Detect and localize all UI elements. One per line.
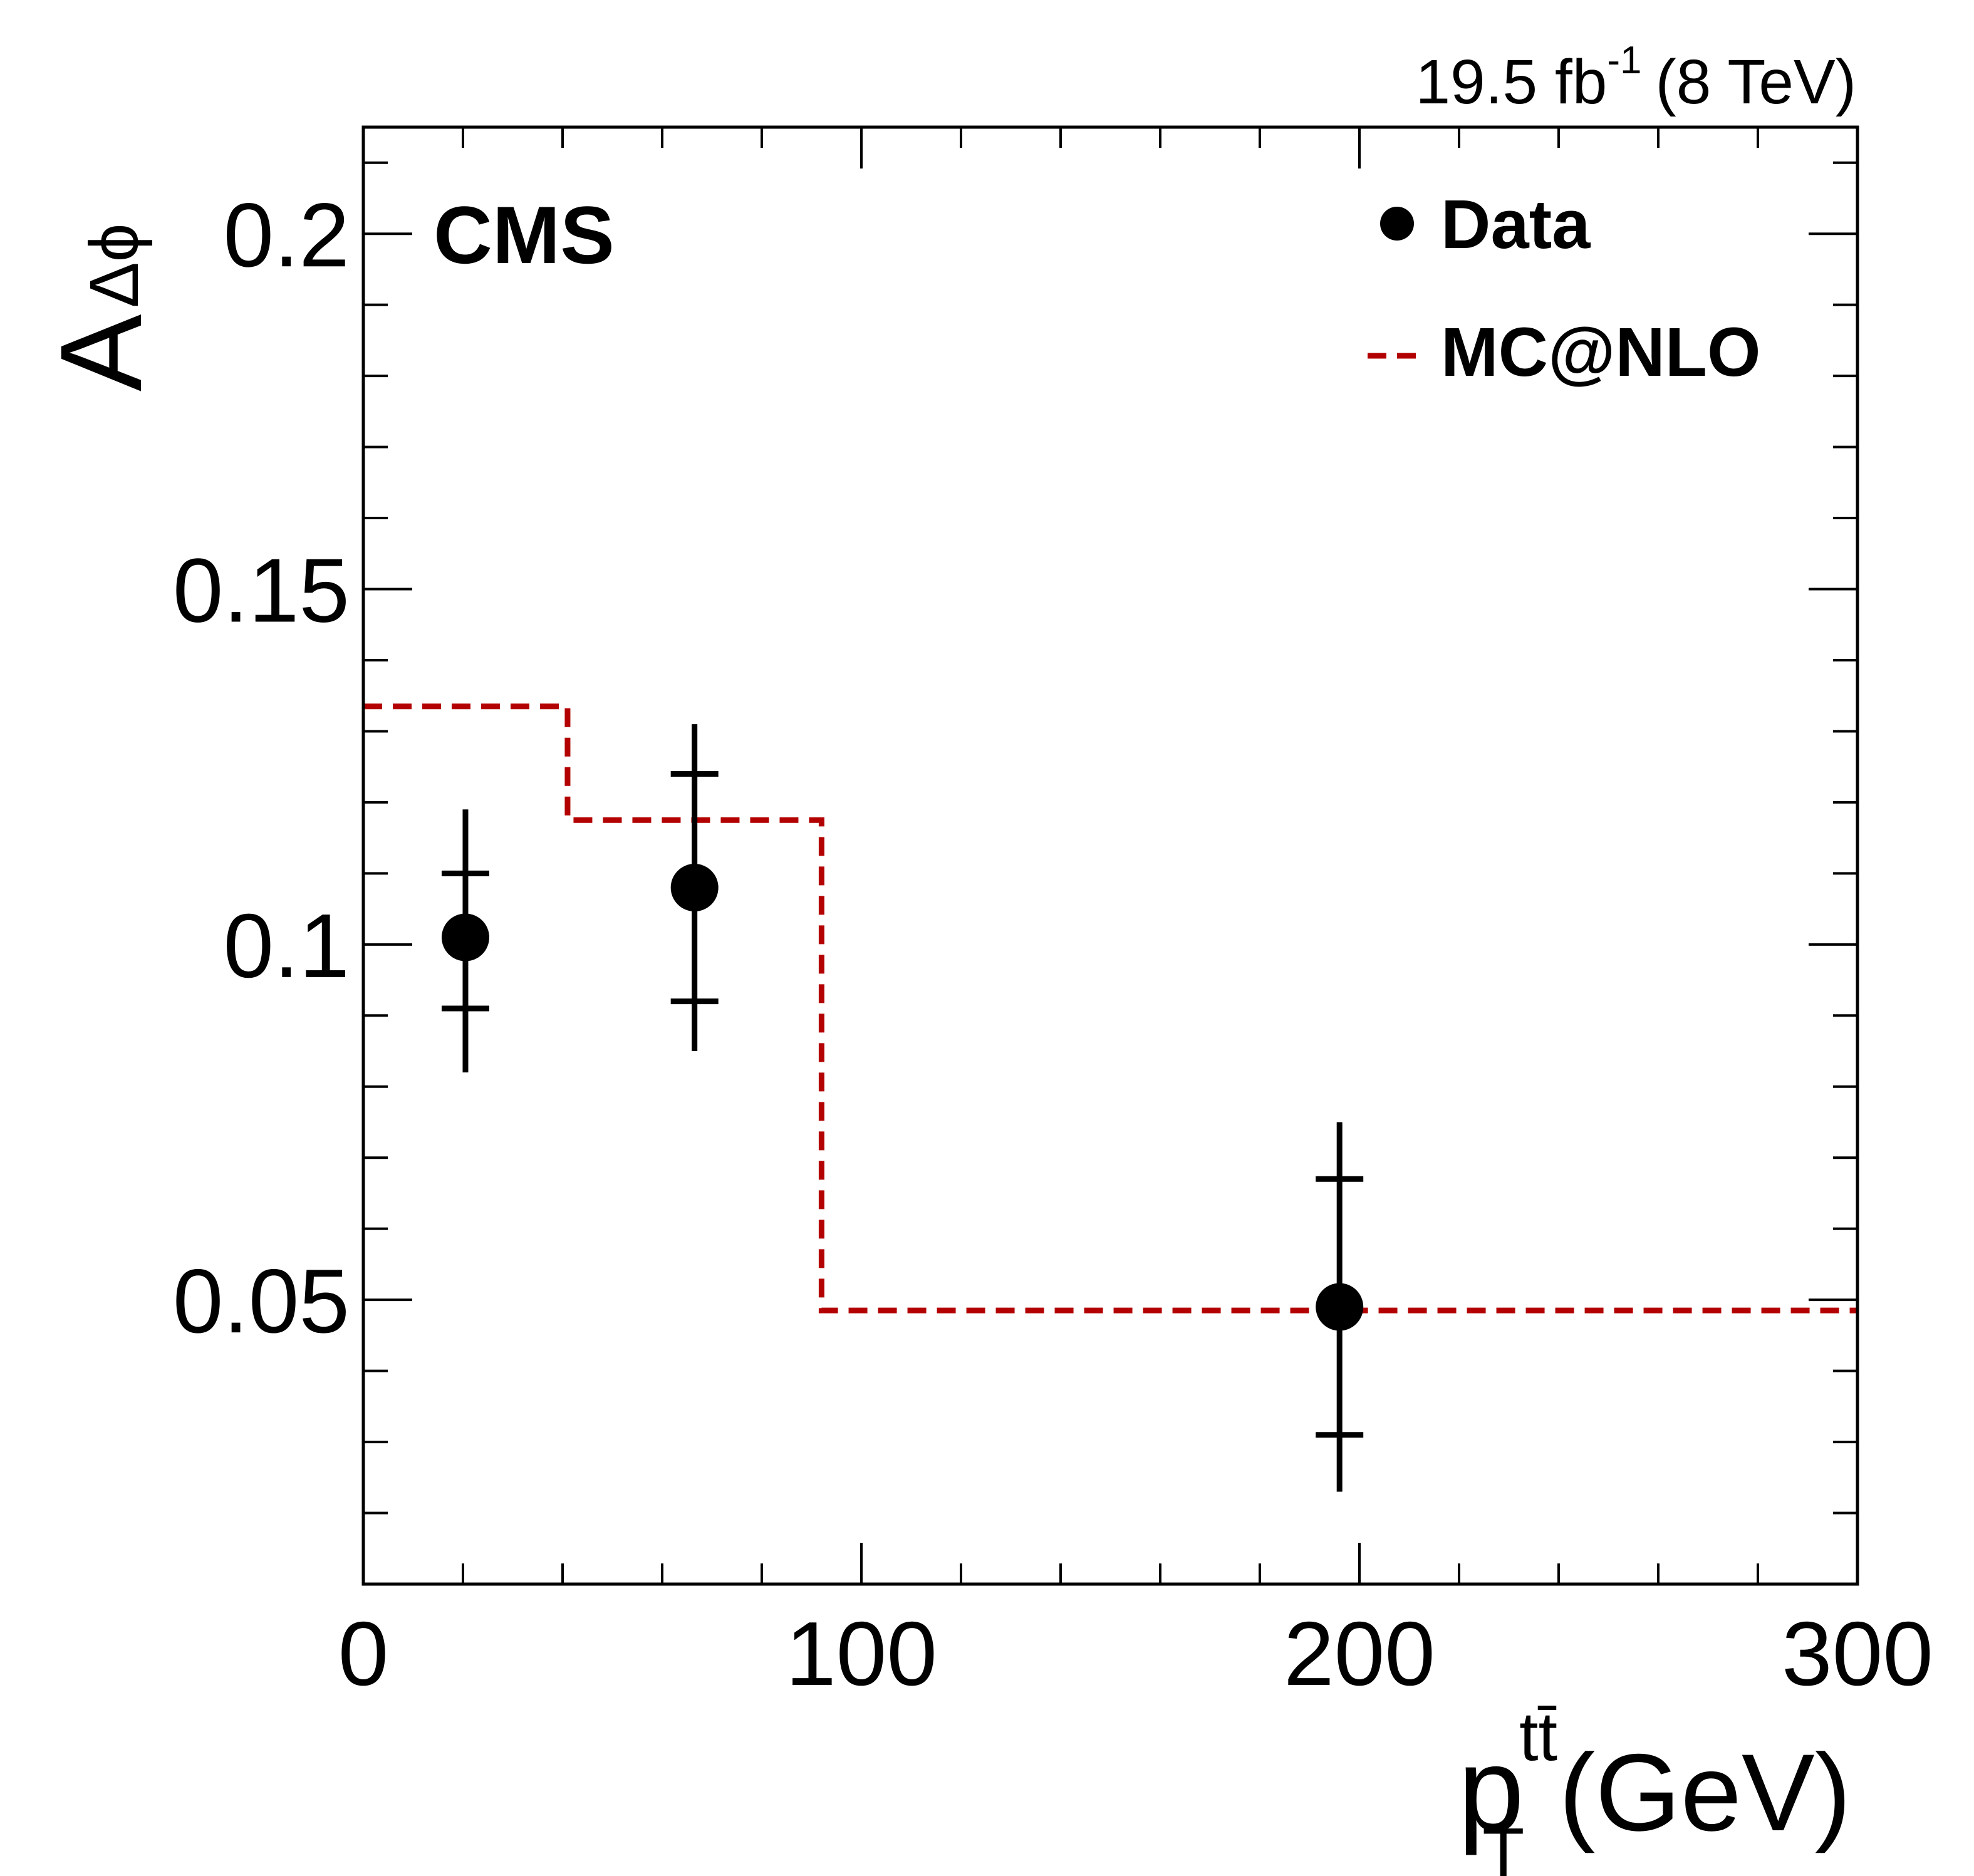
legend: Data MC@NLO (1368, 186, 1761, 391)
x-tick-label: 0 (338, 1603, 389, 1704)
y-tick-label: 0.1 (223, 895, 350, 997)
experiment-label: CMS (434, 189, 615, 281)
legend-data-marker (1380, 207, 1414, 241)
x-tick-label: 100 (786, 1603, 937, 1704)
data-point (441, 913, 489, 961)
y-tick-label: 0.05 (173, 1250, 350, 1352)
y-tick-labels: 0.05 0.1 0.15 0.2 (173, 184, 350, 1352)
x-axis-title-main: p (1458, 1723, 1524, 1856)
lumi-value: 19.5 fb (1416, 47, 1608, 117)
data-point (1316, 1283, 1364, 1331)
lumi-exponent: -1 (1607, 39, 1641, 82)
legend-data-label: Data (1441, 186, 1591, 263)
x-tick-labels: 0 100 200 300 (338, 1603, 1933, 1704)
y-axis-title-main: A (37, 314, 166, 391)
y-tick-label: 0.2 (223, 184, 350, 286)
y-tick-label: 0.15 (173, 540, 350, 641)
x-tick-label: 300 (1782, 1603, 1933, 1704)
x-axis-title-sub: T (1482, 1814, 1524, 1876)
x-axis-title-sup: tt̄ (1519, 1698, 1557, 1775)
x-axis-title-unit: (GeV) (1559, 1732, 1851, 1854)
plot-frame (361, 125, 1859, 1586)
lumi-label: 19.5 fb-1 (8 TeV) (1416, 39, 1856, 117)
y-axis-title-sub: Δϕ (76, 224, 153, 308)
legend-mc-label: MC@NLO (1441, 314, 1761, 391)
y-axis-title: AΔϕ (37, 224, 166, 392)
lumi-energy: (8 TeV) (1655, 47, 1856, 117)
x-axis-title: ptt̄ T (GeV) (1458, 1698, 1851, 1876)
x-tick-label: 200 (1284, 1603, 1435, 1704)
data-series (441, 724, 1364, 1492)
axis-ticks (362, 127, 1859, 1585)
data-point (670, 864, 719, 912)
